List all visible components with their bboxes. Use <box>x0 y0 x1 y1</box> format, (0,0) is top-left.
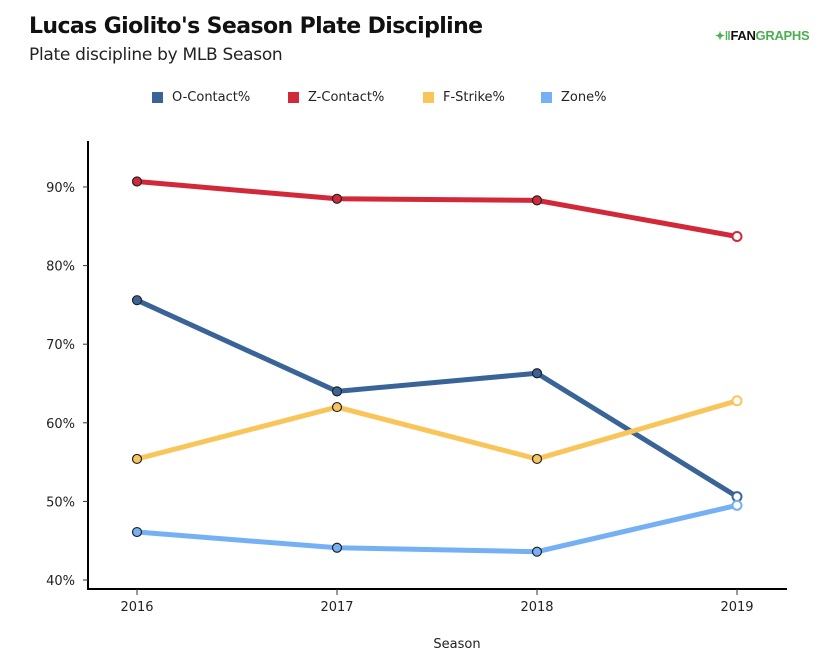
data-point <box>331 542 343 553</box>
legend-label: Zone% <box>561 90 607 105</box>
x-tick-label: 2016 <box>120 600 153 615</box>
fangraphs-logo-icon: ✦‖ <box>715 29 731 43</box>
series-line-o-contact <box>135 297 739 499</box>
data-point <box>731 231 743 243</box>
y-tick-label: 90% <box>46 181 75 196</box>
legend-label: F-Strike% <box>443 90 505 105</box>
series-line-z-contact <box>136 179 738 239</box>
fangraphs-logo[interactable]: ✦‖FANGRAPHS <box>715 28 810 43</box>
x-tick-label: 2017 <box>320 600 353 615</box>
data-point <box>131 526 143 538</box>
y-tick-label: 80% <box>46 260 75 275</box>
y-tick-label: 60% <box>46 417 75 432</box>
legend-label: O-Contact% <box>172 90 251 105</box>
series-line-f-strike <box>136 398 738 462</box>
data-point <box>131 176 143 187</box>
data-point <box>731 395 743 407</box>
x-tick-label: 2019 <box>720 600 753 615</box>
y-tick-label: 70% <box>46 338 75 353</box>
data-point <box>331 401 343 413</box>
legend-swatch <box>152 92 163 103</box>
data-point <box>331 193 343 204</box>
data-point <box>531 546 543 557</box>
data-point <box>331 386 343 397</box>
chart-legend: O-Contact% Z-Contact% F-Strike% Zone% <box>0 90 830 110</box>
data-point <box>531 453 543 465</box>
legend-swatch <box>423 92 434 103</box>
series-lines <box>135 179 739 555</box>
chart-title: Lucas Giolito's Season Plate Discipline <box>29 14 483 39</box>
chart-subtitle: Plate discipline by MLB Season <box>29 45 283 65</box>
y-tick-label: 40% <box>46 574 75 589</box>
y-tick-label: 50% <box>46 495 75 510</box>
x-axis-title: Season <box>433 637 480 652</box>
legend-swatch <box>541 92 552 103</box>
legend-label: Z-Contact% <box>308 90 385 105</box>
data-point <box>531 368 543 379</box>
legend-item-zone[interactable]: Zone% <box>541 90 606 105</box>
logo-text-graphs: GRAPHS <box>755 28 810 43</box>
legend-item-z-contact[interactable]: Z-Contact% <box>288 90 384 105</box>
data-point <box>531 195 543 206</box>
legend-swatch <box>288 92 299 103</box>
data-point <box>731 499 743 511</box>
x-tick-label: 2018 <box>520 600 553 615</box>
legend-item-o-contact[interactable]: O-Contact% <box>152 90 250 105</box>
logo-text-fan: FAN <box>730 28 756 43</box>
data-point <box>131 453 143 465</box>
axes: 40% 50% 60% 70% 80% 90% 2016 2017 2018 2019 Season <box>46 141 787 652</box>
legend-item-f-strike[interactable]: F-Strike% <box>423 90 505 105</box>
series-points <box>131 176 743 557</box>
data-point <box>131 295 143 306</box>
series-line-zone <box>136 502 738 555</box>
